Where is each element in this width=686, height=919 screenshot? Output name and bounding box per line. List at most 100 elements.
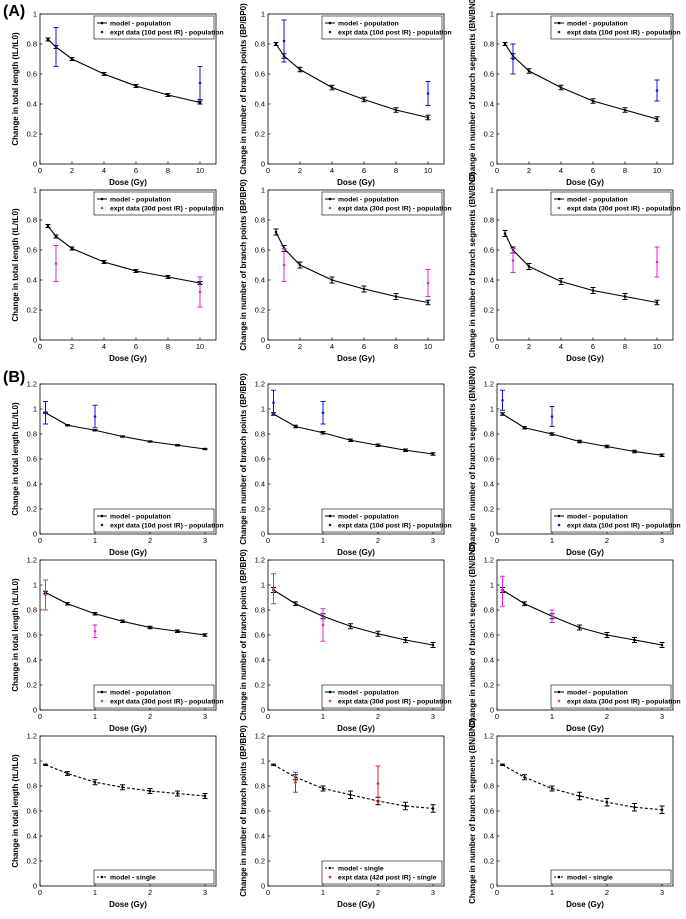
series-line [45,764,206,797]
data-point [426,92,430,95]
data-point [54,235,58,238]
y-tick-label: 1 [33,757,37,766]
data-point [633,638,636,642]
y-tick-label: 0.4 [27,832,37,841]
x-tick-label: 6 [362,342,366,351]
y-tick-label: 0.4 [484,832,494,841]
y-axis-label: Change in total length (tL/tL0) [11,208,20,322]
series-1 [53,245,203,308]
data-point [321,623,325,627]
x-tick-label: 3 [431,712,435,721]
series-line [504,233,658,304]
x-tick-label: 8 [623,166,627,175]
data-point [503,42,507,46]
data-point [121,785,124,789]
legend-marker [328,197,332,201]
x-tick-label: 10 [424,166,432,175]
data-point [93,780,97,784]
chart-B3: 0 1 2 3 0 0.2 0.4 0.6 0.8 1 1.2 Dose (Gy) Change in … [468,366,681,557]
data-point [44,593,47,597]
data-point [282,263,286,267]
legend-label: model - population [338,20,399,27]
axes-box [267,189,445,341]
x-tick-label: 3 [431,536,435,545]
y-tick-label: 0.4 [484,100,494,109]
x-tick-label: 0 [495,888,499,897]
data-point [121,435,124,438]
y-tick-label: 1.2 [27,380,37,389]
legend-marker [100,30,104,34]
chart-B4: 0 1 2 3 0 0.2 0.4 0.6 0.8 1 1.2 Dose (Gy) Change in … [11,556,224,733]
data-point [550,787,554,790]
data-point [501,763,504,767]
series-1 [43,401,98,429]
legend-label: expt data (10d post IR) - population [110,29,224,36]
x-tick-label: 10 [196,166,204,175]
y-tick-label: 1 [490,581,494,590]
data-point [660,808,664,812]
y-axis-label: Change in number of branch points (BP/BP… [239,549,248,721]
series-line [502,764,663,811]
legend-box [321,508,443,533]
y-tick-label: 0.8 [27,40,37,49]
legend-marker [557,197,561,201]
data-point [148,789,152,793]
y-tick-label: 0 [490,706,494,715]
legend-marker [328,866,332,870]
data-point [376,632,380,636]
x-tick-label: 0 [38,888,42,897]
y-tick-label: 0.2 [484,130,494,139]
y-tick-label: 1 [261,405,265,414]
x-tick-label: 4 [559,166,563,175]
x-tick-label: 2 [376,712,380,721]
series-0 [502,230,660,306]
series-line [504,43,658,120]
series-0 [43,411,208,451]
legend-box [321,15,443,40]
legend-marker [100,699,104,703]
legend-box [93,684,215,709]
y-tick-label: 0.8 [484,216,494,225]
legend: model - population expt data (30d post IR… [93,684,224,709]
legend-box [550,684,672,709]
legend-marker [100,206,104,210]
legend-marker [557,523,561,527]
legend-label: model - single [110,874,156,881]
x-tick-label: 3 [431,888,435,897]
x-axis-label: Dose (Gy) [109,548,147,557]
y-tick-label: 0.2 [255,306,265,315]
series-line [47,39,201,104]
x-tick-label: 6 [134,166,138,175]
series-0 [273,228,431,306]
y-axis-label: Change in number of branch segments (BN/… [468,0,477,182]
legend-label: model - single [567,874,613,881]
y-tick-label: 1.2 [27,556,37,565]
legend-label: expt data (10d post IR) - population [567,522,681,529]
chart-A3: 0 2 4 6 8 10 0 0.2 0.4 0.6 0.8 1 Dose (Gy) Change in … [468,0,681,187]
data-point [298,263,302,267]
chart-A6: 0 2 4 6 8 10 0 0.2 0.4 0.6 0.8 1 Dose (Gy) Change in … [468,172,681,363]
data-point [54,45,58,49]
y-tick-label: 1 [33,186,37,195]
x-tick-label: 3 [203,536,207,545]
y-tick-label: 0.6 [255,246,265,255]
x-tick-label: 3 [660,888,664,897]
legend-marker [557,875,561,879]
series-1 [281,248,431,297]
data-point [46,38,50,41]
x-tick-label: 10 [196,342,204,351]
y-tick-label: 1 [490,757,494,766]
legend-label: model - population [338,689,399,696]
chart-B6: 0 1 2 3 0 0.2 0.4 0.6 0.8 1 1.2 Dose (Gy) Change in … [468,542,681,733]
legend-label: model - population [338,196,399,203]
legend-label: model - population [567,196,628,203]
data-point [431,643,435,647]
x-tick-label: 4 [102,342,106,351]
legend-label: model - population [110,689,171,696]
legend-marker [100,523,104,527]
y-axis-label: Change in total length (tL/tL0) [11,754,20,868]
series-0 [45,224,203,285]
x-tick-label: 4 [559,342,563,351]
series-line [273,589,434,646]
